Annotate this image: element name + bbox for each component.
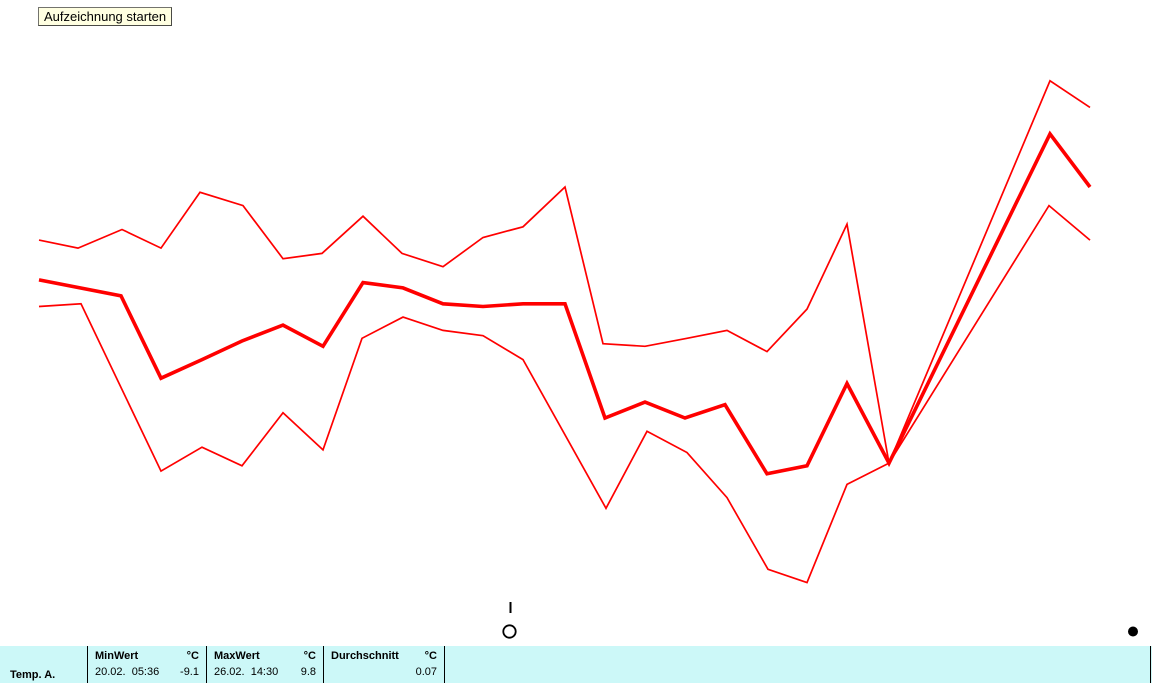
record-start-tooltip-label: Aufzeichnung starten: [44, 9, 167, 24]
durchschnitt-cell: Durchschnitt °C 0.07: [324, 646, 444, 683]
maxwert-timestamp: 26.02. 14:30: [214, 666, 279, 678]
durchschnitt-label: Durchschnitt: [331, 650, 399, 662]
maxwert-value: 9.8: [300, 666, 316, 678]
maxwert-cell: MaxWert °C 26.02. 14:30 9.8: [207, 646, 323, 683]
hollow-circle-handle-icon[interactable]: [502, 624, 517, 639]
durchschnitt-value: 0.07: [415, 666, 437, 678]
status-bar: Temp. A. MinWert °C 20.02. 05:36 -9.1 Ma…: [0, 646, 1152, 683]
channel-label: Temp. A.: [10, 669, 56, 681]
minwert-value: -9.1: [180, 666, 199, 678]
minwert-unit: °C: [186, 650, 199, 662]
statusbar-divider: [87, 646, 88, 683]
series-min-line: [38, 204, 1091, 584]
filled-circle-marker-icon[interactable]: [1128, 626, 1138, 637]
minwert-label: MinWert: [95, 650, 139, 662]
minwert-cell: MinWert °C 20.02. 05:36 -9.1: [88, 646, 206, 683]
series-max-line: [38, 79, 1091, 467]
statusbar-divider: [1150, 646, 1151, 683]
statusbar-divider: [323, 646, 324, 683]
maxwert-unit: °C: [303, 650, 316, 662]
statusbar-divider: [206, 646, 207, 683]
temperature-chart: [38, 79, 1138, 639]
record-start-tooltip: Aufzeichnung starten: [38, 7, 173, 26]
minwert-timestamp: 20.02. 05:36: [95, 666, 160, 678]
maxwert-label: MaxWert: [214, 650, 260, 662]
series-avg-line: [38, 130, 1092, 476]
chart-line-series: [38, 79, 1092, 584]
durchschnitt-unit: °C: [424, 650, 437, 662]
statusbar-divider: [444, 646, 445, 683]
